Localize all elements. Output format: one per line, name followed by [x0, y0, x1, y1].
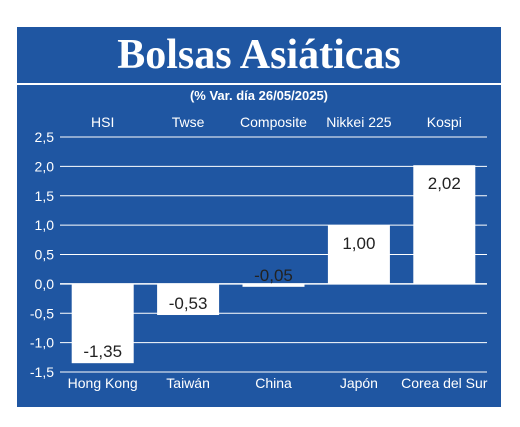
bar-value-label: -0,05: [254, 266, 293, 285]
y-tick-label: 0,5: [35, 247, 55, 263]
y-tick-label: -1,5: [30, 364, 54, 380]
category-labels: Hong Kong Taiwán China Japón Corea del Sur: [68, 375, 488, 391]
category-label: Japón: [340, 375, 378, 391]
chart-subtitle: (% Var. día 26/05/2025): [189, 88, 329, 103]
bars: [71, 165, 476, 364]
bar: [413, 165, 476, 284]
bar: [71, 283, 134, 364]
bar: [242, 283, 305, 287]
y-tick-label: 1,5: [35, 188, 55, 204]
category-label: China: [255, 375, 292, 391]
y-tick-label: 2,0: [35, 158, 55, 174]
index-label: Nikkei 225: [326, 114, 392, 130]
category-label: Hong Kong: [68, 375, 138, 391]
y-tick-label: -1,0: [30, 335, 54, 351]
bar-value-label: 1,00: [342, 234, 375, 253]
index-label: Composite: [240, 114, 307, 130]
bar-value-label: -1,35: [83, 342, 122, 361]
category-label: Corea del Sur: [401, 375, 488, 391]
y-axis-ticks: 2,5 2,0 1,5 1,0 0,5 0,0 -0,5 -1,0 -1,5: [30, 129, 54, 380]
title-divider: [17, 83, 501, 85]
bar-value-label: -0,53: [169, 294, 208, 313]
chart-title: Bolsas Asiáticas: [117, 32, 401, 78]
index-labels: HSI Twse Composite Nikkei 225 Kospi: [91, 114, 462, 130]
bar-value-label: 2,02: [428, 174, 461, 193]
bar: [157, 283, 220, 316]
y-tick-label: 2,5: [35, 129, 55, 145]
category-label: Taiwán: [166, 375, 210, 391]
y-tick-label: 1,0: [35, 217, 55, 233]
value-labels: -1,35 -0,53 -0,05 1,00 2,02: [83, 174, 461, 361]
index-label: HSI: [91, 114, 114, 130]
y-tick-label: -0,5: [30, 305, 54, 321]
bar: [327, 225, 390, 284]
index-label: Twse: [172, 114, 205, 130]
y-tick-label: 0,0: [35, 276, 55, 292]
index-label: Kospi: [427, 114, 462, 130]
